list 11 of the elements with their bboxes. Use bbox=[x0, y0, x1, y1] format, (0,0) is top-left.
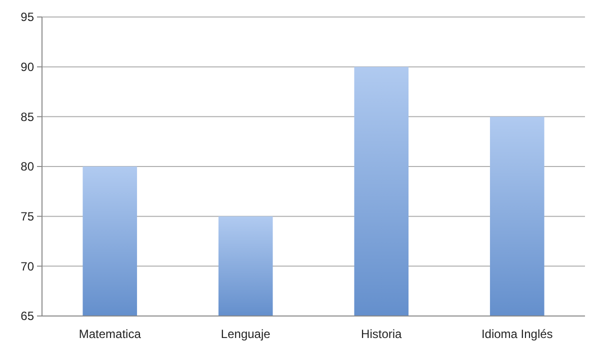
y-tick-label: 65 bbox=[20, 309, 34, 324]
y-tick-label: 70 bbox=[20, 259, 34, 274]
y-tick-label: 80 bbox=[20, 160, 34, 174]
x-tick-label: Idioma Inglés bbox=[481, 327, 553, 341]
x-tick-label: Historia bbox=[361, 327, 402, 341]
y-tick-label: 90 bbox=[20, 60, 34, 74]
x-tick-label: Lenguaje bbox=[220, 327, 271, 341]
y-tick-label: 75 bbox=[20, 210, 34, 224]
y-tick-label: 95 bbox=[20, 10, 34, 24]
x-tick-label: Matematica bbox=[78, 327, 142, 341]
y-tick-label: 85 bbox=[20, 110, 34, 124]
